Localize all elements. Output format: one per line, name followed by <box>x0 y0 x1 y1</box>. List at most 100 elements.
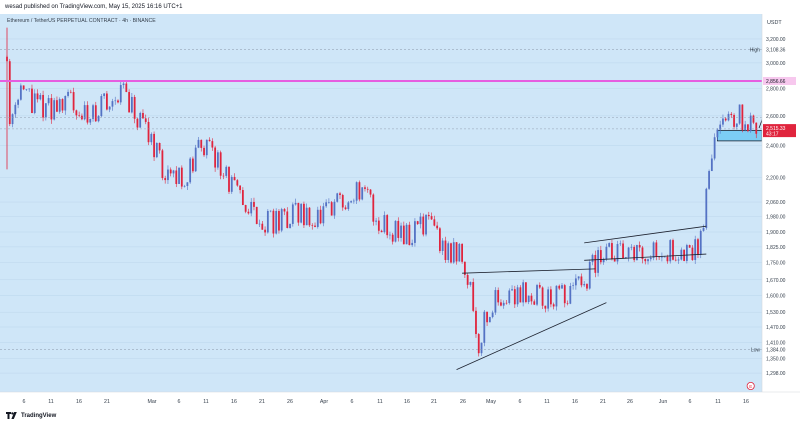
candle-body <box>114 100 117 102</box>
candle <box>108 106 111 113</box>
candle <box>724 116 727 122</box>
time-tick: 16 <box>404 399 410 405</box>
candle <box>300 203 303 224</box>
candle-body <box>69 91 72 93</box>
candle <box>17 98 19 109</box>
candle-body <box>638 245 641 248</box>
time-tick: 11 <box>377 399 383 405</box>
candle <box>433 215 436 227</box>
candle-body <box>755 122 758 134</box>
candle-body <box>147 121 150 143</box>
candle <box>730 112 733 119</box>
candle-body <box>419 216 422 225</box>
candle <box>497 287 500 306</box>
candle <box>61 98 64 114</box>
trend-lines[interactable]: High Low E <box>0 48 777 390</box>
candle-body <box>475 310 477 335</box>
current-price-badge <box>763 124 796 138</box>
candle <box>547 286 550 312</box>
candle-body <box>541 287 544 306</box>
candle-body <box>211 141 214 148</box>
candle <box>450 242 452 264</box>
candle <box>494 287 497 315</box>
candle <box>111 98 114 111</box>
candle-body <box>574 278 577 286</box>
candle-body <box>158 142 161 151</box>
candle-body <box>713 137 716 159</box>
candle-body <box>341 195 344 208</box>
candle <box>541 286 544 309</box>
candle-body <box>722 118 724 125</box>
time-tick: 11 <box>715 399 721 405</box>
candle-body <box>53 100 56 120</box>
candle-body <box>458 243 461 262</box>
candle-body <box>730 113 733 115</box>
candle <box>225 165 228 178</box>
candle <box>597 246 599 277</box>
candle <box>11 113 14 128</box>
candle <box>325 199 328 208</box>
candle-body <box>352 200 355 202</box>
candle-body <box>86 105 89 123</box>
candle <box>72 87 75 113</box>
time-tick: 21 <box>104 399 110 405</box>
candle-body <box>314 225 316 227</box>
time-tick: Mar <box>147 399 156 405</box>
level-value: 1,384.00 <box>766 347 786 353</box>
candle <box>217 150 219 170</box>
candle-body <box>663 256 666 258</box>
candle <box>328 198 330 204</box>
level-label: High <box>750 48 761 54</box>
candle <box>369 188 372 198</box>
candle-body <box>189 158 192 183</box>
time-axis[interactable]: 6 11 16 21 Mar 6 11 16 21 26 Apr 6 11 16 21 26 May 6 11 16 2… <box>0 391 800 408</box>
candle <box>167 165 169 185</box>
candle-body <box>561 285 563 289</box>
candle <box>544 305 547 313</box>
candle-body <box>36 93 39 100</box>
candles <box>6 27 758 357</box>
candle <box>555 285 558 311</box>
candle-body <box>533 301 536 305</box>
candle-body <box>72 92 75 111</box>
candle <box>255 206 258 225</box>
candle <box>19 83 22 101</box>
candle <box>602 257 605 265</box>
tradingview-brand[interactable]: TradingView <box>6 412 56 419</box>
candle-body <box>75 110 78 116</box>
candle <box>150 132 153 146</box>
candle <box>491 310 494 319</box>
candle <box>200 139 203 152</box>
candle <box>155 142 158 159</box>
candle-body <box>386 215 389 236</box>
candle-body <box>366 188 369 190</box>
candle-body <box>516 287 519 305</box>
candle-body <box>122 83 125 86</box>
zone-box <box>717 129 763 142</box>
demand-zone <box>717 129 763 142</box>
candle <box>636 244 638 261</box>
time-tick: 6 <box>178 399 181 405</box>
candle <box>22 85 25 91</box>
candle-body <box>375 220 377 222</box>
candle-body <box>194 147 197 172</box>
chart-footer: TradingView <box>0 408 800 425</box>
candle <box>741 104 744 133</box>
candle-body <box>58 99 61 112</box>
target-value: 2,856.66 <box>766 79 786 85</box>
candle <box>502 300 505 309</box>
candle-body <box>669 240 672 262</box>
candle-body <box>708 171 710 189</box>
candle <box>416 220 419 225</box>
candle-body <box>414 221 416 243</box>
candle <box>178 167 180 185</box>
price-tick: 1,298.00 <box>766 371 786 377</box>
candle-body <box>677 259 680 261</box>
price-axis[interactable]: USDT 3,200.00 3,000.00 2,800.00 2,600.00 2,40… <box>761 14 800 408</box>
event-marker-circle <box>746 381 755 390</box>
price-chart[interactable]: High Low E USDT 3,200.00 3,000.00 2,800.00 2,6… <box>0 14 800 408</box>
current-price-value: 2,515.33 <box>766 126 786 132</box>
candle-body <box>391 234 394 242</box>
candle-body <box>8 61 11 125</box>
candle-body <box>330 202 333 216</box>
